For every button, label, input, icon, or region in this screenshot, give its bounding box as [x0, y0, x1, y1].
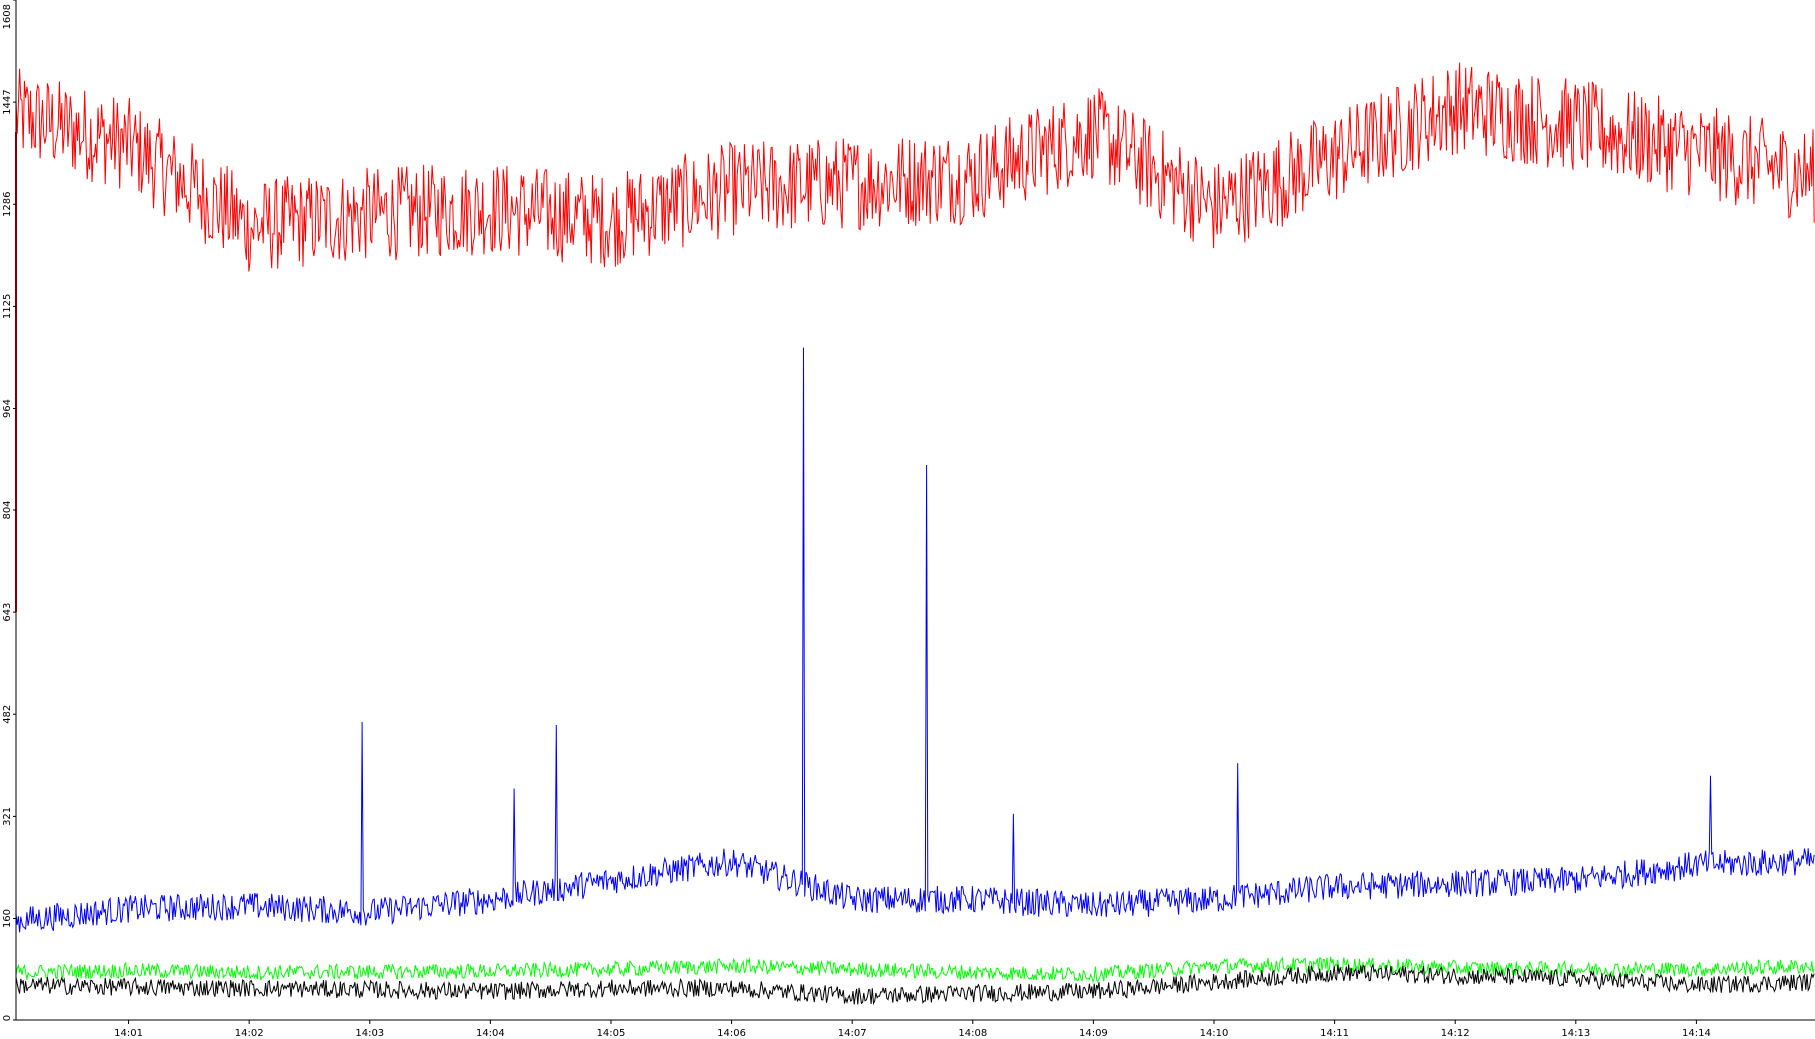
y-tick-label: 804 — [2, 500, 13, 519]
series-layer — [15, 62, 1815, 1006]
x-tick-label: 14:05 — [597, 1028, 626, 1039]
y-tick-label: 321 — [2, 807, 13, 826]
x-tick-label: 14:07 — [838, 1028, 867, 1039]
series-line-3 — [15, 956, 1815, 984]
x-tick-label: 14:06 — [717, 1028, 746, 1039]
y-tick-label: 160 — [2, 909, 13, 928]
y-tick-label: 482 — [2, 705, 13, 724]
x-tick-label: 14:04 — [476, 1028, 505, 1039]
y-tick-label: 964 — [2, 399, 13, 418]
y-tick-label: 1125 — [2, 294, 13, 319]
series-line-2 — [15, 347, 1815, 933]
x-tick-label: 14:11 — [1320, 1028, 1349, 1039]
y-tick-label: 643 — [2, 603, 13, 622]
x-tick-label: 14:12 — [1441, 1028, 1470, 1039]
x-tick-label: 14:13 — [1561, 1028, 1590, 1039]
x-tick-label: 14:02 — [235, 1028, 264, 1039]
x-tick-label: 14:08 — [958, 1028, 987, 1039]
y-tick-label: 1447 — [2, 89, 13, 114]
series-line-4 — [15, 963, 1815, 1006]
series-line-1 — [15, 62, 1815, 272]
axes-layer — [15, 0, 1815, 1021]
x-tick-label: 14:09 — [1079, 1028, 1108, 1039]
y-tick-label: 1608 — [2, 4, 13, 29]
x-tick-label: 14:14 — [1682, 1028, 1711, 1039]
x-tick-labels: 14:01 14:02 14:03 14:04 14:05 14:06 14:07 14:08… — [114, 1020, 1711, 1039]
x-tick-label: 14:03 — [355, 1028, 384, 1039]
y-tick-labels: 0 160 321 482 643 804 964 1125 1286 1447 1608 — [2, 0, 16, 1021]
y-tick-label: 1286 — [2, 192, 13, 217]
x-tick-label: 14:10 — [1200, 1028, 1229, 1039]
x-tick-label: 14:01 — [114, 1028, 143, 1039]
y-tick-label: 0 — [2, 1015, 13, 1021]
